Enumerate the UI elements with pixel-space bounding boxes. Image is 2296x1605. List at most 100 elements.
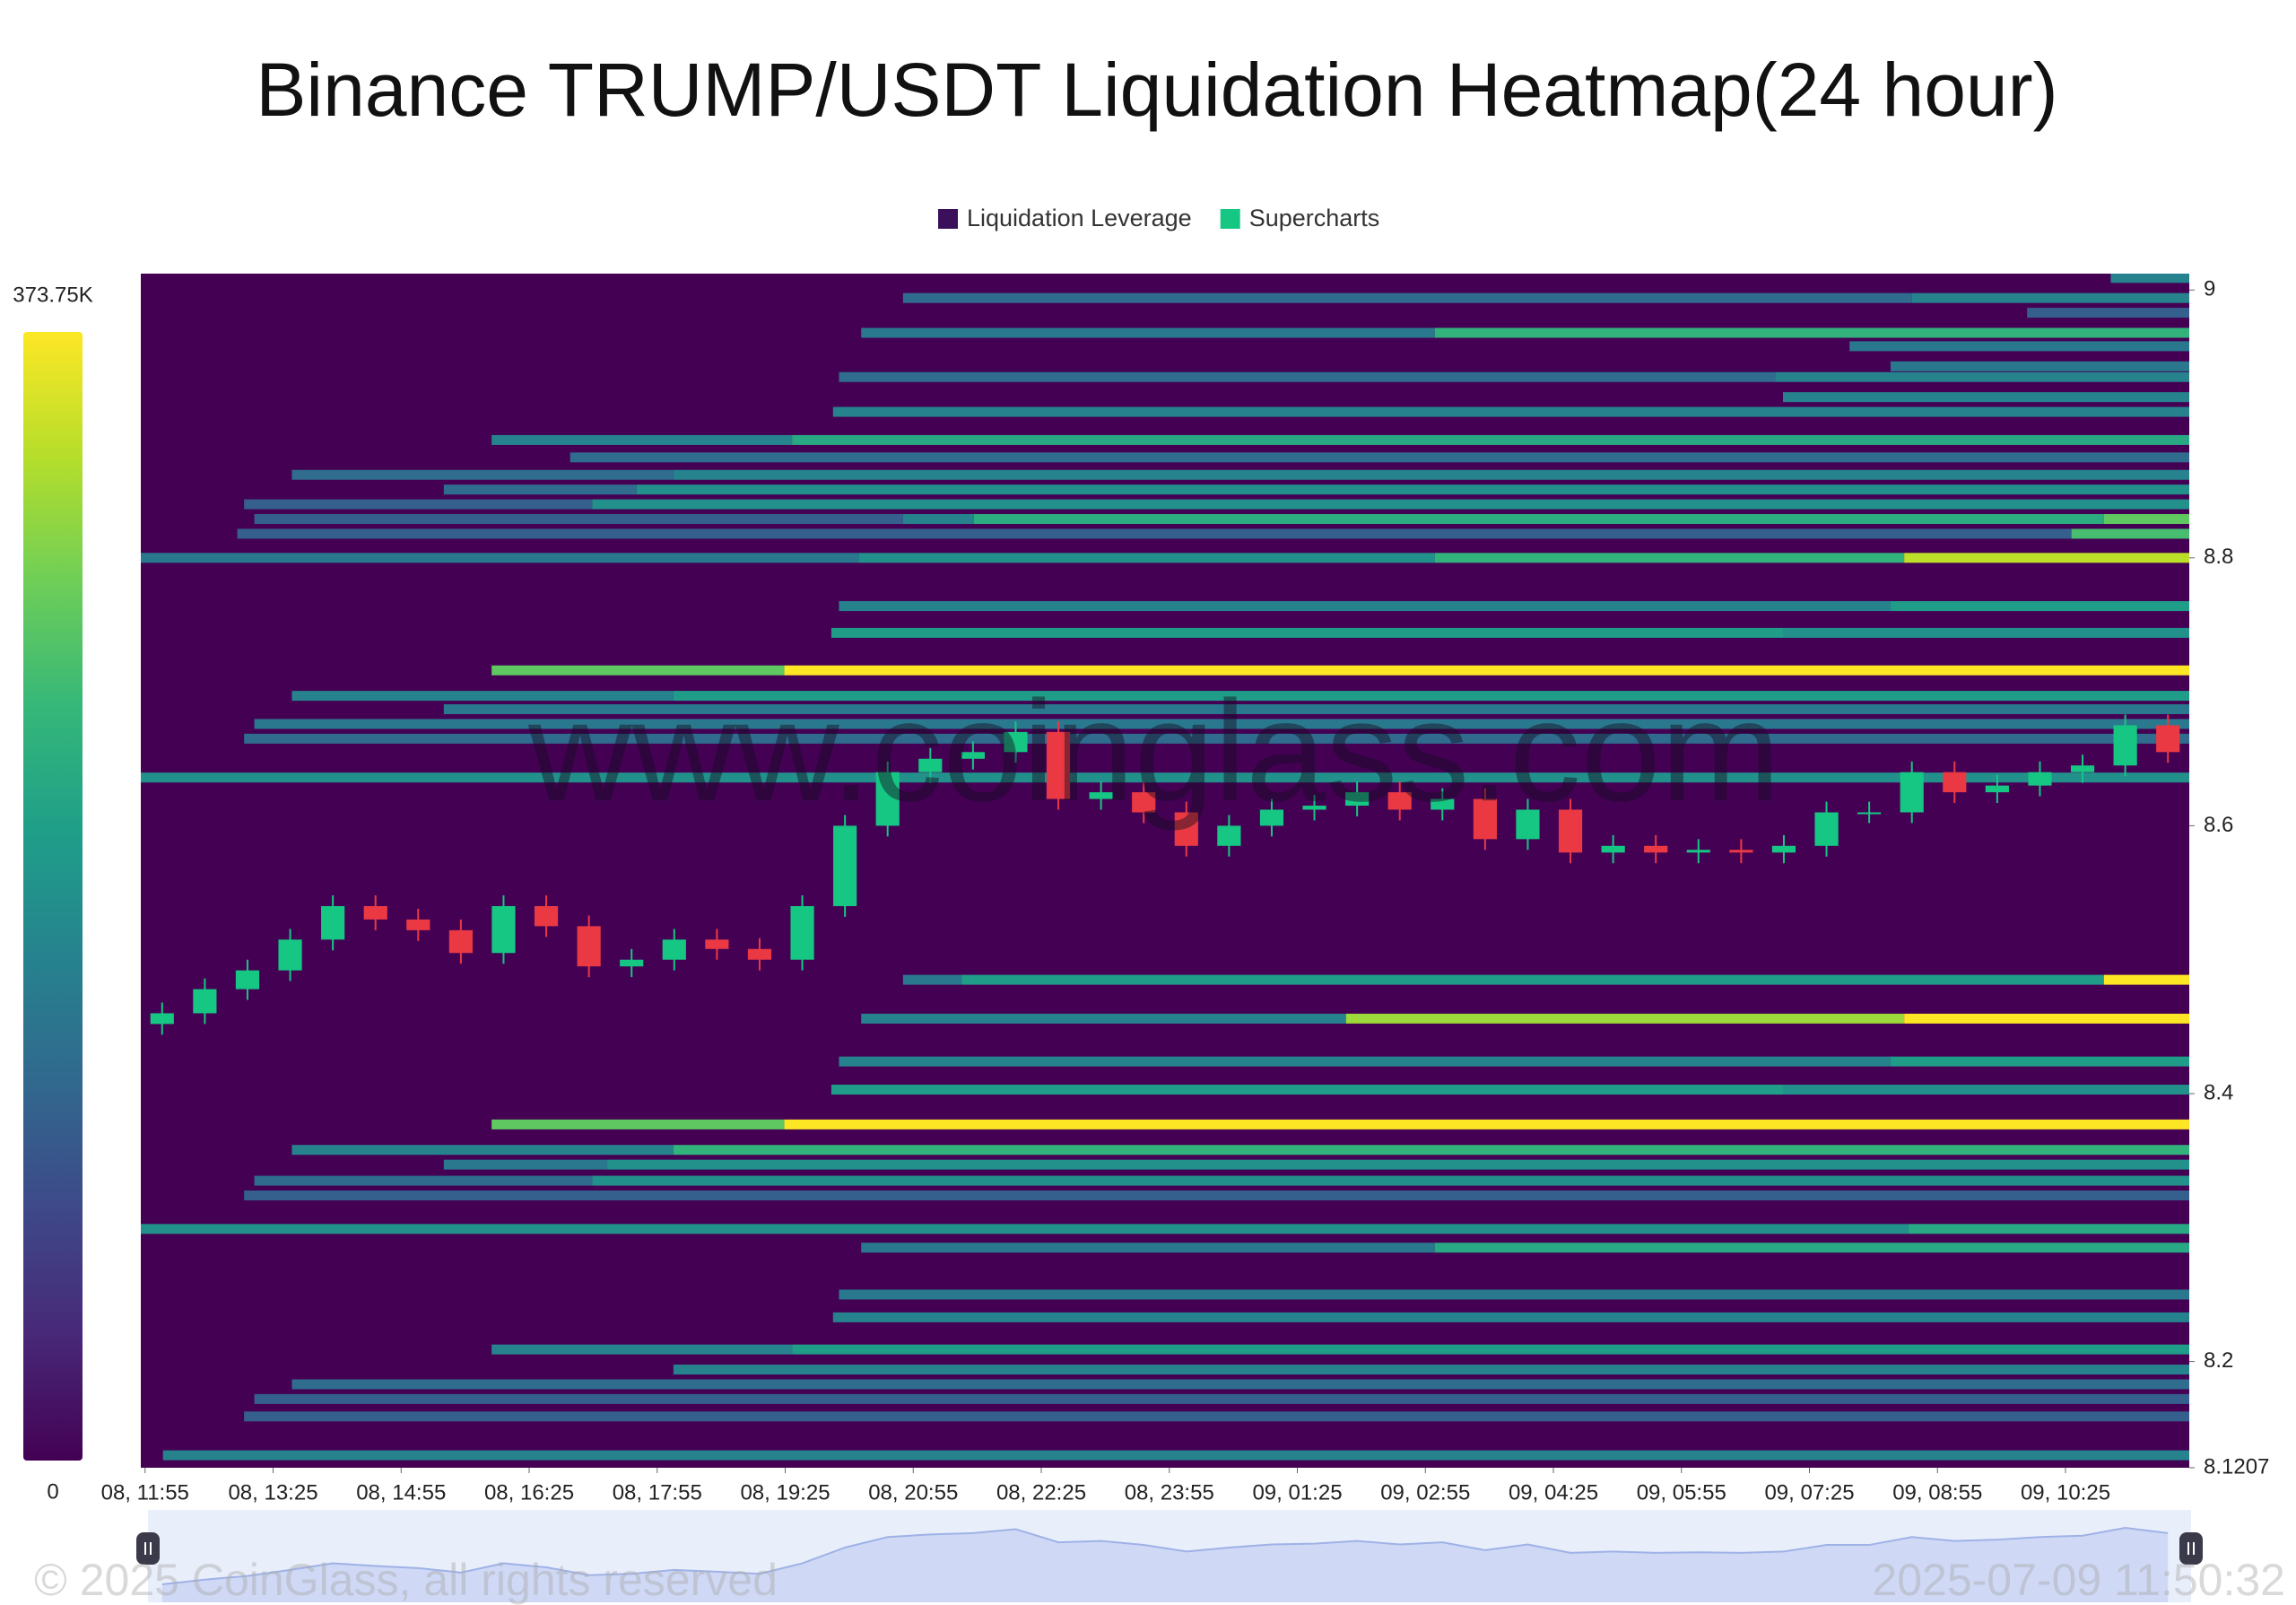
navigator[interactable] [136,1510,2203,1602]
heatmap-cell [254,514,903,525]
candle-body [1259,809,1284,826]
heatmap-cell [673,1365,2189,1375]
x-tick-label: 08, 11:55 [101,1480,189,1505]
candle-body [1004,731,1028,753]
candle-body [1857,812,1882,815]
heatmap-cell [291,1379,2189,1390]
heatmap-cell [592,499,2189,510]
heatmap-cell [1890,1056,2189,1067]
heatmap-cell [839,371,1776,382]
y-tick-label: 8.2 [2204,1348,2233,1373]
candle-body [193,989,217,1014]
heatmap-cell [784,665,2189,676]
heatmap-cell [244,499,593,510]
candle-body [1985,785,2009,793]
heatmap-cell [832,1312,2189,1322]
heatmap-cell [443,704,2189,715]
heatmap-cell [839,1289,2189,1300]
legend-label[interactable]: Liquidation Leverage [967,205,1192,231]
heatmap-cell [858,553,1435,563]
navigator-area [161,1528,2169,1602]
heatmap-cell [606,1159,2189,1170]
candle-body [662,939,686,960]
heatmap-cell [491,434,793,445]
x-tick-label: 09, 07:25 [1764,1480,1854,1505]
colorbar [23,332,83,1461]
legend: Liquidation Leverage Supercharts [938,205,1379,231]
x-tick-label: 08, 23:55 [1125,1480,1214,1505]
x-tick-label: 09, 02:55 [1380,1480,1470,1505]
candle-body [1345,792,1370,807]
candle-body [1217,825,1241,846]
heatmap-cell [1434,327,2189,338]
heatmap-cell [291,691,674,702]
heatmap-cell [1911,292,2189,303]
heatmap-cell [784,1119,2189,1130]
candle-body [150,1013,174,1025]
candle-body [1174,812,1198,846]
candle-body [1089,792,1113,799]
candle-body [1943,772,1967,793]
heatmap-cell [673,469,2189,480]
heatmap-cell [291,469,674,480]
candle-body [1132,792,1156,813]
candle-body [235,970,260,990]
timestamp: 2025-07-09 11:50:32 [1872,1555,2285,1605]
candle-body [1431,798,1455,810]
heatmap-cell [792,1344,2189,1355]
y-tick-label: 8.1207 [2204,1454,2269,1479]
heatmap-cell [491,1344,793,1355]
navigator-line [161,1526,2169,1585]
legend-label[interactable]: Supercharts [1249,205,1380,231]
colorbar-label: 0 [47,1479,58,1504]
y-tick-label: 8.4 [2204,1080,2233,1104]
heatmap-cell [443,1159,607,1170]
heatmap-cell [2027,308,2189,318]
heatmap-cell [902,974,962,985]
x-tick-label: 08, 14:55 [356,1480,446,1505]
colorbar-label: 373.75K [13,283,92,307]
candle-body [2113,725,2137,766]
heatmap-cell [902,292,1912,303]
heatmap-cell [902,514,974,525]
heatmap-cell [1890,361,2189,371]
heatmap-cell [2103,514,2189,525]
candle-body [961,752,985,759]
heatmap-cell [1849,341,2189,352]
candle-body [1473,798,1497,840]
navigator-handle[interactable] [2179,1532,2203,1565]
heatmap-cell [831,627,1784,638]
navigator-handle[interactable] [136,1532,160,1565]
y-tick-label: 9 [2204,277,2215,301]
heatmap-cell [961,974,2104,985]
x-tick-label: 09, 05:55 [1637,1480,1726,1505]
candle-body [278,939,302,971]
x-tick-label: 08, 17:55 [613,1480,702,1505]
heatmap-cell [1775,371,2189,382]
x-tick-label: 08, 22:25 [996,1480,1086,1505]
candle-body [2028,772,2052,786]
heatmap-cell [831,1085,1784,1095]
candle-body [1046,731,1071,799]
candle-body [491,905,516,954]
heatmap-cell [861,327,1435,338]
candle-body [1729,850,1753,853]
heatmap-cell [162,1450,2189,1461]
candle-body [875,772,900,826]
x-tick-label: 09, 04:25 [1509,1480,1598,1505]
candle-body [620,959,644,967]
candle-body [1771,845,1796,853]
copyright: © 2025 CoinGlass, all rights reserved [34,1555,778,1605]
heatmap-cell [861,1243,1435,1253]
heatmap-cell [141,553,859,563]
heatmap-cell [244,733,2189,744]
candle-layer [150,714,2180,1035]
heatmap-cell [443,484,637,495]
candle-body [321,905,345,940]
heatmap-cell [141,1224,1909,1234]
candle-body [2156,725,2180,753]
legend-swatch [1220,209,1240,229]
heatmap-cell [636,484,2189,495]
heatmap-cell [491,1119,785,1130]
candle-body [1302,806,1326,810]
